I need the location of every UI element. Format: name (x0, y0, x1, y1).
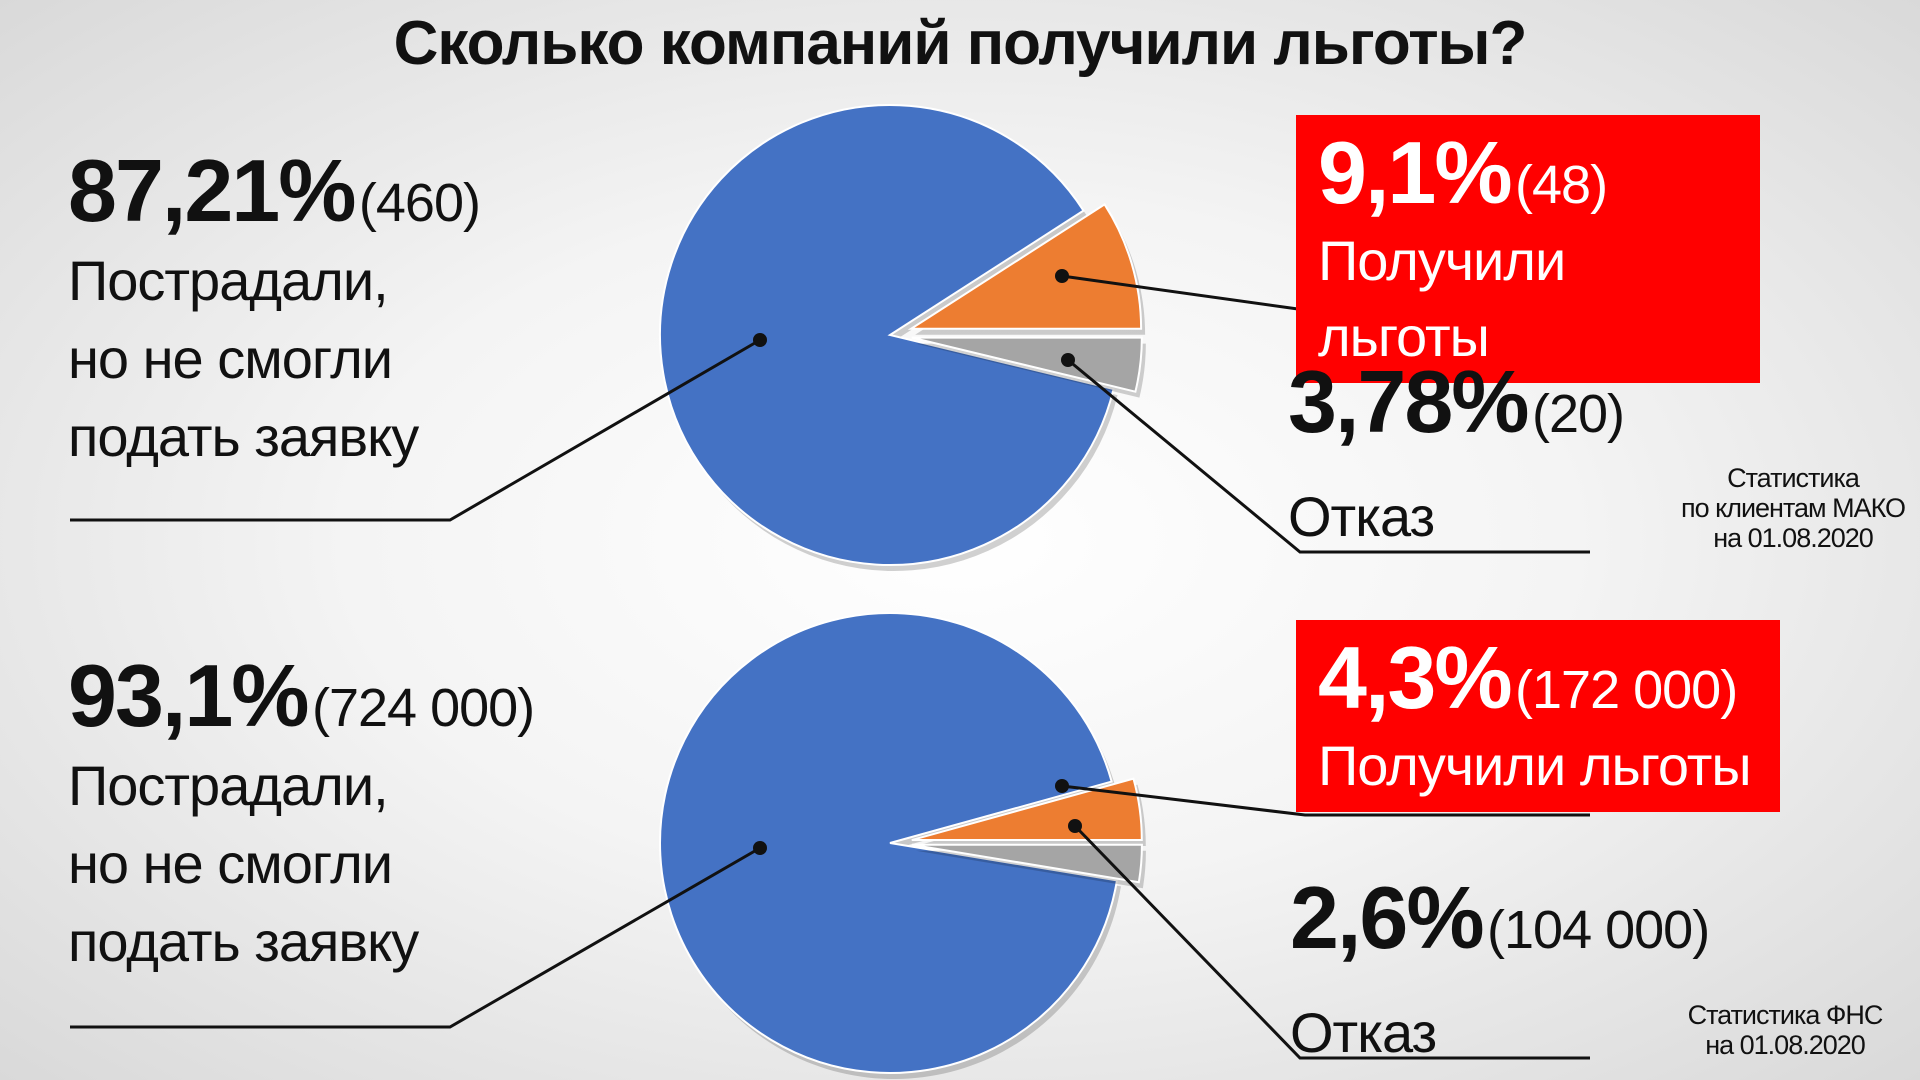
chart2-source-line-2: на 01.08.2020 (1705, 1030, 1866, 1060)
chart2-affected-pct: 93,1% (68, 646, 310, 745)
chart1-received-count: (48) (1515, 155, 1608, 215)
chart2-leader-line (1073, 824, 1590, 1060)
chart1-received-pct: 9,1% (1318, 123, 1513, 222)
chart1-affected: 87,21% (460) Пострадали, но не смогли по… (68, 140, 481, 476)
chart1-affected-label-3: подать заявку (68, 405, 419, 468)
chart1-refused-count: (20) (1531, 384, 1625, 444)
chart1-source-line-1: Статистика (1727, 463, 1860, 493)
chart1-refused-label: Отказ (1288, 485, 1435, 548)
chart2-leader-dot (1068, 819, 1082, 833)
chart2-affected: 93,1% (724 000) Пострадали, но не смогли… (68, 645, 535, 981)
chart1-leader-line (1067, 358, 1590, 554)
chart1-source: Статистика по клиентам МАКО на 01.08.202… (1668, 463, 1918, 553)
chart2-refused-pct: 2,6% (1290, 868, 1485, 967)
chart2-leader-line (1061, 784, 1590, 817)
chart1-slice-received (907, 203, 1143, 330)
chart2-affected-count: (724 000) (311, 678, 535, 738)
chart2-received-box: 4,3% (172 000) Получили льготы (1296, 620, 1780, 812)
page-title: Сколько компаний получили льготы? (393, 9, 1528, 78)
chart2-affected-label-3: подать заявку (68, 910, 419, 973)
chart1-received-label: Получили льготы (1318, 229, 1566, 368)
chart2-refused: 2,6% (104 000) Отказ (1290, 868, 1710, 1072)
chart1-affected-pct: 87,21% (68, 141, 356, 240)
chart1-source-line-2: по клиентам МАКО (1680, 493, 1906, 523)
chart2-affected-label-2: но не смогли (68, 832, 393, 895)
chart2-affected-label-1: Пострадали, (68, 754, 389, 817)
chart1-leader-line (70, 338, 761, 522)
chart1-leader-dot (1061, 353, 1075, 367)
chart2-source-line-1: Статистика ФНС (1687, 1000, 1884, 1030)
chart2-slice-received (911, 777, 1143, 842)
chart2-received-count: (172 000) (1515, 660, 1738, 720)
chart1-refused: 3,78% (20) Отказ (1288, 352, 1625, 556)
chart2-slice-refused (911, 843, 1143, 884)
chart1-affected-label-2: но не смогли (68, 327, 393, 390)
chart2-slice-affected (659, 612, 1119, 1074)
chart2-received-pct: 4,3% (1318, 628, 1513, 727)
chart2-received-label: Получили льготы (1318, 734, 1752, 797)
chart1-source-line-3: на 01.08.2020 (1713, 523, 1874, 553)
chart1-received-box: 9,1% (48) Получили льготы (1296, 115, 1760, 383)
chart1-slice-refused (911, 336, 1143, 393)
chart1-slice-affected (659, 104, 1115, 566)
chart2-source: Статистика ФНС на 01.08.2020 (1660, 1000, 1910, 1060)
chart2-refused-label: Отказ (1290, 1001, 1437, 1064)
chart2-refused-count: (104 000) (1487, 900, 1710, 960)
chart2-leader-line (70, 846, 761, 1029)
chart1-refused-pct: 3,78% (1288, 352, 1530, 451)
chart2-leader-dot (753, 841, 767, 855)
chart1-leader-dot (1055, 269, 1069, 283)
chart1-affected-label-1: Пострадали, (68, 249, 389, 312)
chart2-leader-dot (1055, 779, 1069, 793)
chart1-leader-dot (753, 333, 767, 347)
chart1-affected-count: (460) (358, 173, 481, 233)
